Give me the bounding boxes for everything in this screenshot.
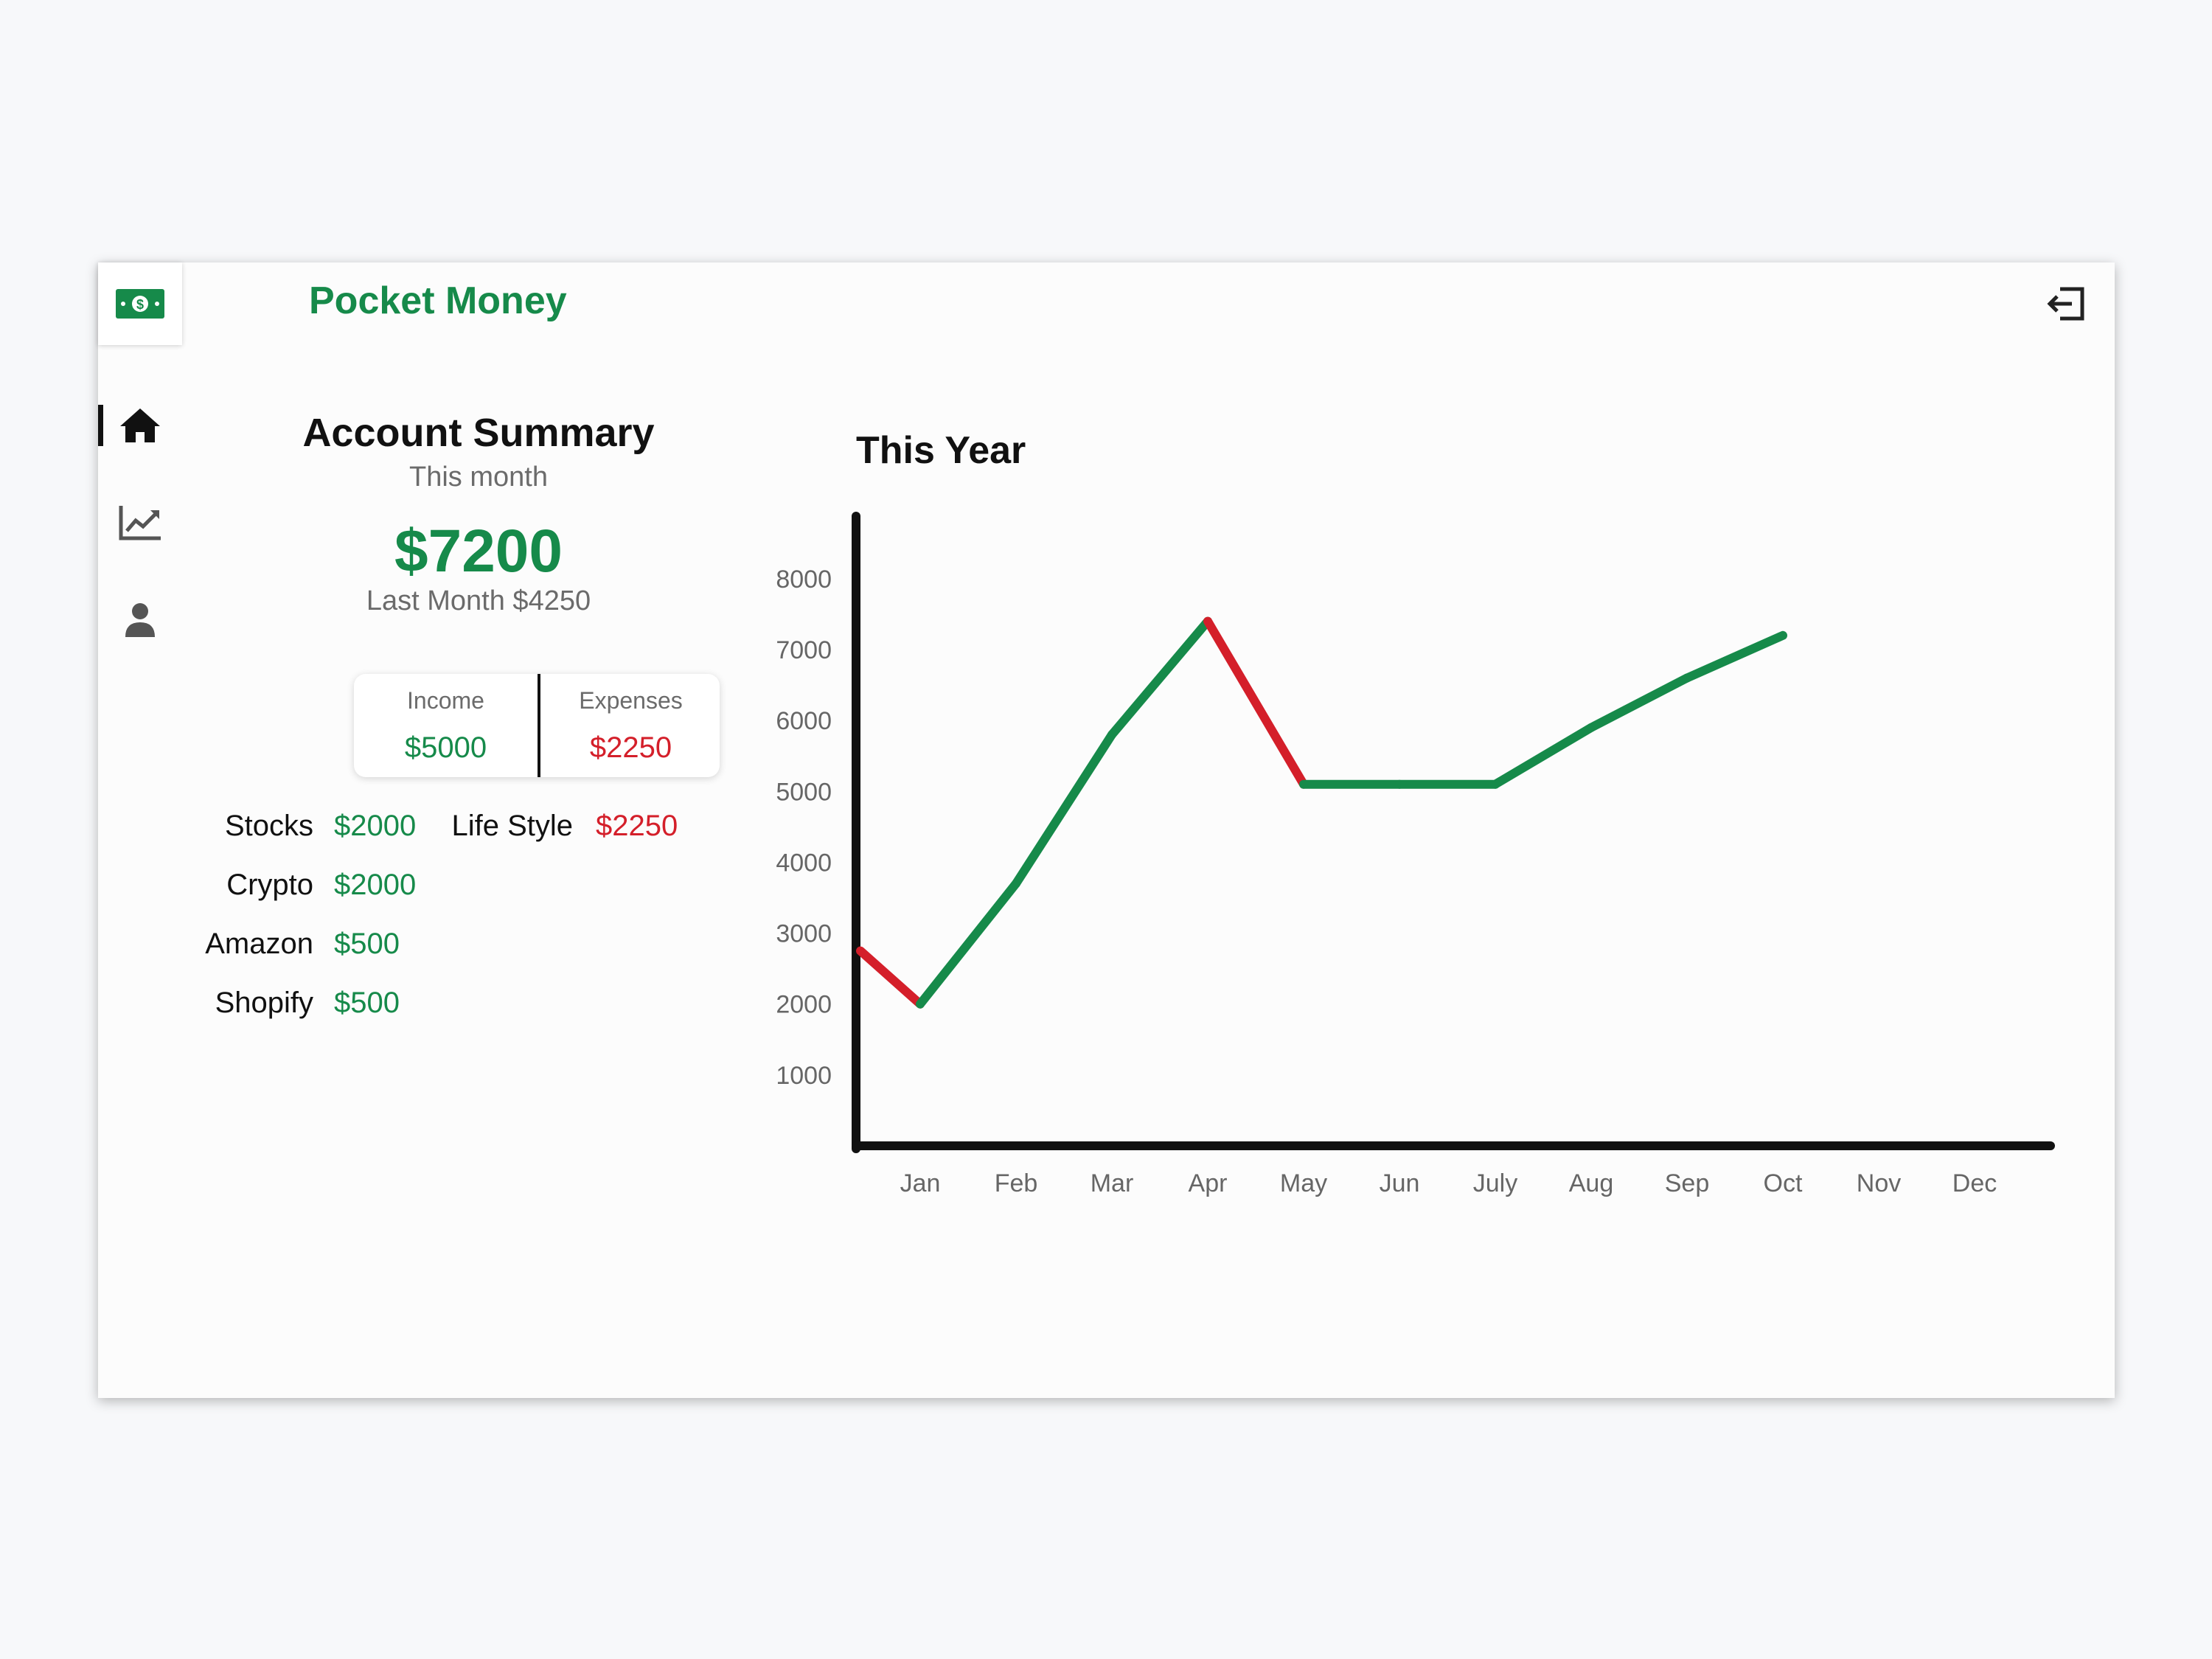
svg-text:$: $ <box>136 297 144 312</box>
x-tick-label: July <box>1473 1169 1517 1197</box>
nav-home[interactable] <box>98 392 182 459</box>
y-tick-label: 1000 <box>776 1062 832 1090</box>
summary-period: This month <box>409 462 548 493</box>
line-segment <box>1491 723 1596 789</box>
x-tick-label: Sep <box>1665 1169 1710 1197</box>
income-item-value: $2000 <box>334 869 417 901</box>
app-window: $ Pocket Money Account Summary <box>98 262 2115 1398</box>
user-icon <box>125 603 155 637</box>
expenses-value: $2250 <box>589 731 672 764</box>
home-icon <box>120 408 160 442</box>
summary-title: Account Summary <box>302 411 655 455</box>
money-bill-icon: $ <box>116 289 164 319</box>
line-segment <box>1107 616 1212 740</box>
summary-total: $7200 <box>394 518 563 585</box>
logo: $ <box>98 262 182 345</box>
line-segment <box>1203 616 1308 789</box>
income-item-value: $500 <box>334 928 400 960</box>
x-tick-label: Mar <box>1091 1169 1134 1197</box>
income-item-value: $500 <box>334 987 400 1019</box>
income-column: Income $5000 <box>354 674 538 777</box>
nav-profile[interactable] <box>98 587 182 653</box>
income-item-label: Stocks <box>224 810 313 842</box>
income-item-label: Crypto <box>226 869 313 901</box>
nav-analytics[interactable] <box>98 490 182 556</box>
expenses-column: Expenses $2250 <box>539 674 723 777</box>
income-item-value: $2000 <box>334 810 417 842</box>
x-tick-label: Oct <box>1764 1169 1803 1197</box>
y-tick-label: 4000 <box>776 849 832 877</box>
line-segment <box>856 946 925 1009</box>
income-value: $5000 <box>404 731 487 764</box>
chart-title: This Year <box>856 429 1026 472</box>
line-segment <box>1587 673 1691 732</box>
y-tick-label: 3000 <box>776 920 832 948</box>
x-tick-label: Feb <box>995 1169 1038 1197</box>
nav-active-indicator <box>98 405 103 446</box>
line-segment <box>1683 630 1787 683</box>
y-tick-label: 5000 <box>776 778 832 806</box>
income-item-label: Amazon <box>205 928 313 960</box>
yearly-line-chart: 1000 2000 3000 4000 5000 6000 7000 8000 Jan Feb Ma… <box>776 512 2055 1197</box>
app-title: Pocket Money <box>309 279 567 322</box>
income-expenses-card: Income $5000 Expenses $2250 <box>354 674 720 777</box>
x-tick-label: Apr <box>1189 1169 1228 1197</box>
y-tick-label: 6000 <box>776 707 832 735</box>
trending-chart-icon <box>119 506 161 540</box>
income-label: Income <box>407 687 484 714</box>
expense-item-value: $2250 <box>596 810 678 842</box>
logout-icon <box>2047 287 2084 321</box>
line-segment <box>1012 730 1116 888</box>
x-tick-label: Aug <box>1569 1169 1614 1197</box>
income-expenses-divider <box>538 674 540 777</box>
x-tick-label: Jun <box>1380 1169 1420 1197</box>
x-tick-label: May <box>1280 1169 1327 1197</box>
logout-button[interactable] <box>2045 283 2087 324</box>
summary-last-month: Last Month $4250 <box>366 585 591 616</box>
income-item-label: Shopify <box>215 987 313 1019</box>
y-tick-label: 8000 <box>776 566 832 594</box>
x-tick-label: Jan <box>900 1169 941 1197</box>
y-tick-label: 2000 <box>776 991 832 1019</box>
x-tick-label: Nov <box>1857 1169 1901 1197</box>
y-tick-label: 7000 <box>776 636 832 664</box>
expense-item-label: Life Style <box>451 810 573 842</box>
expenses-label: Expenses <box>579 687 683 714</box>
line-segment <box>916 879 1020 1009</box>
x-tick-label: Dec <box>1952 1169 1997 1197</box>
